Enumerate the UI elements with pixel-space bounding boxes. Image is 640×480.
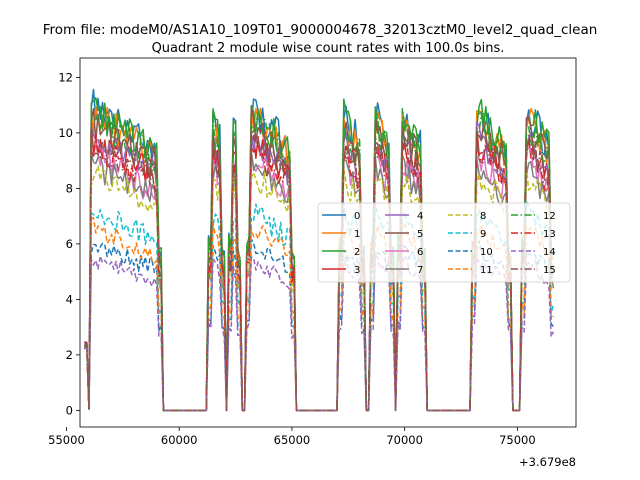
legend-label-3: 3: [354, 265, 360, 276]
legend-label-1: 1: [354, 229, 360, 240]
legend-box: [317, 202, 571, 283]
legend-label-8: 8: [480, 211, 486, 222]
legend-label-6: 6: [417, 247, 423, 258]
x-tick-label: 65000: [274, 433, 311, 447]
y-tick-label: 6: [66, 237, 73, 251]
y-tick-label: 0: [66, 403, 73, 417]
legend-label-11: 11: [480, 265, 493, 276]
y-tick-label: 4: [66, 292, 73, 306]
legend-label-10: 10: [480, 247, 493, 258]
x-offset-label: +3.679e8: [519, 455, 576, 469]
chart-suptitle: From file: modeM0/AS1A10_109T01_90000046…: [43, 22, 598, 38]
legend-label-9: 9: [480, 229, 486, 240]
legend-label-12: 12: [543, 211, 556, 222]
y-tick-label: 12: [58, 70, 73, 84]
legend-label-5: 5: [417, 229, 423, 240]
chart-title: Quadrant 2 module wise count rates with …: [152, 41, 505, 56]
legend-label-13: 13: [543, 229, 556, 240]
legend-label-4: 4: [417, 211, 423, 222]
y-axis: 0 2 4 6 8 10 12: [58, 70, 80, 417]
x-tick-label: 60000: [161, 433, 198, 447]
y-tick-label: 8: [66, 181, 73, 195]
legend-label-14: 14: [543, 247, 556, 258]
legend-label-15: 15: [543, 265, 556, 276]
y-tick-label: 2: [66, 348, 73, 362]
x-tick-label: 75000: [499, 433, 536, 447]
x-tick-label: 55000: [48, 433, 85, 447]
legend-label-7: 7: [417, 265, 423, 276]
x-axis: 55000 60000 65000 70000 75000: [48, 427, 536, 447]
legend-label-2: 2: [354, 247, 360, 258]
x-tick-label: 70000: [386, 433, 423, 447]
plot-frame: [79, 57, 577, 428]
y-tick-label: 10: [58, 126, 73, 140]
legend-label-0: 0: [354, 211, 360, 222]
